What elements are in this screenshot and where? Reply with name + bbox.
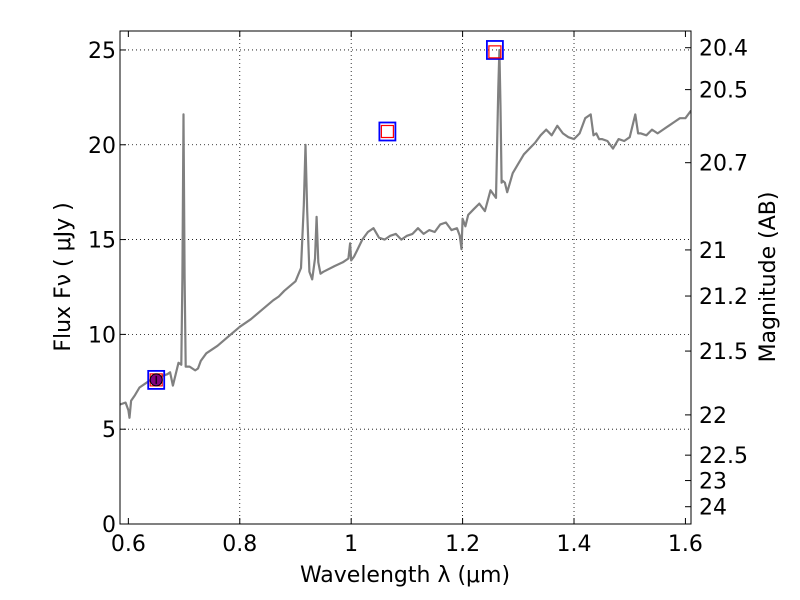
x-axis-label: Wavelength λ (μm) <box>300 563 510 588</box>
observed-flux-box <box>378 121 397 142</box>
ticks <box>120 31 691 525</box>
model-flux-box <box>380 124 394 139</box>
observed-flux-box <box>147 369 166 390</box>
model-flux-box <box>488 45 502 59</box>
y-right-tick-label: 23 <box>699 470 727 495</box>
y-tick-label: 15 <box>88 229 116 254</box>
y-tick-label: 10 <box>88 323 116 348</box>
y-tick-label: 0 <box>102 513 116 538</box>
tick-labels: 0.6 0.8 1 1.2 1.4 1.6 0 5 10 15 20 25 20.4 20.5 20.7 21… <box>88 37 748 557</box>
plot-area <box>120 40 691 419</box>
y-tick-label: 25 <box>88 39 116 64</box>
plot-frame <box>119 30 692 525</box>
y-axis-label: Flux Fν ( μJy ) <box>51 202 76 351</box>
x-tick-label: 1.6 <box>668 532 703 557</box>
x-tick-label: 0.8 <box>222 532 257 557</box>
y-right-tick-label: 20.4 <box>699 37 748 62</box>
y-right-tick-label: 22.5 <box>699 444 748 469</box>
y-axis-right-label: Magnitude (AB) <box>756 192 781 363</box>
y-right-tick-label: 20.5 <box>699 79 748 104</box>
y-tick-label: 5 <box>102 418 116 443</box>
y-right-tick-label: 22 <box>699 404 727 429</box>
y-right-tick-label: 21.5 <box>699 340 748 365</box>
y-right-tick-label: 21.2 <box>699 285 748 310</box>
x-tick-label: 0.6 <box>111 532 146 557</box>
spectrum-line <box>120 48 691 419</box>
x-tick-label: 1.2 <box>445 532 480 557</box>
y-right-tick-label: 21 <box>699 239 727 264</box>
series-layer <box>120 48 691 419</box>
y-tick-label: 20 <box>88 134 116 159</box>
y-right-tick-label: 20.7 <box>699 152 748 177</box>
y-right-tick-label: 24 <box>699 496 727 521</box>
x-tick-label: 1 <box>344 532 358 557</box>
x-tick-label: 1.4 <box>557 532 592 557</box>
observed-flux-box <box>486 40 504 60</box>
marker-layer <box>147 40 504 390</box>
